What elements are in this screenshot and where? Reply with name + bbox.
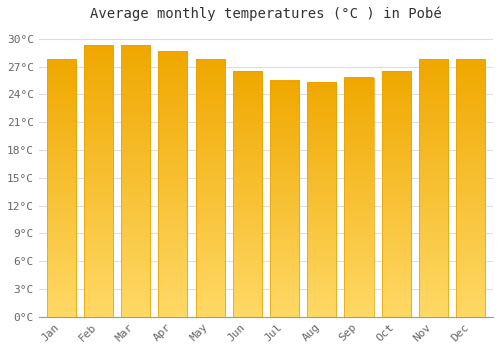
- Bar: [158, 51, 188, 317]
- Bar: [46, 59, 76, 317]
- Bar: [456, 59, 485, 317]
- Bar: [270, 80, 299, 317]
- Bar: [233, 71, 262, 317]
- Title: Average monthly temperatures (°C ) in Pobé: Average monthly temperatures (°C ) in Po…: [90, 7, 442, 21]
- Bar: [382, 71, 411, 317]
- Bar: [308, 82, 336, 317]
- Bar: [196, 59, 224, 317]
- Bar: [121, 45, 150, 317]
- Bar: [344, 78, 374, 317]
- Bar: [84, 45, 113, 317]
- Bar: [419, 59, 448, 317]
